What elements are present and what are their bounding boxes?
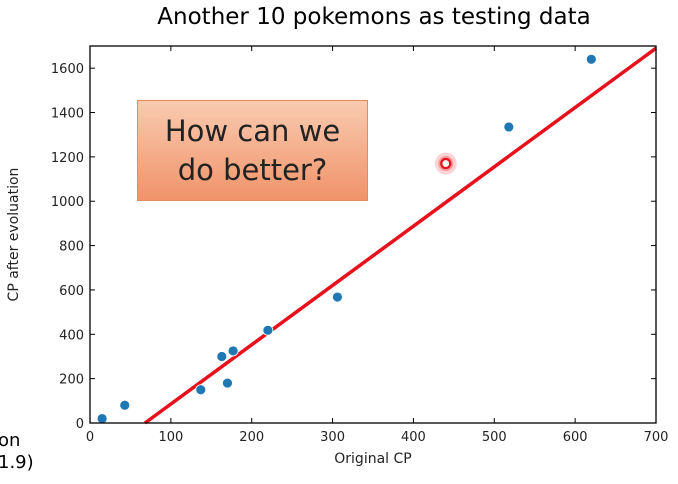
data-point [222,377,233,389]
data-point [195,384,207,396]
y-tick-label: 1200 [51,151,84,166]
x-tick-label: 300 [320,430,345,445]
y-tick-label: 0 [76,417,84,432]
callout-line-2: do better? [177,152,328,187]
data-point [96,413,108,424]
y-tick-label: 400 [59,328,84,343]
callout-box: How can we do better? [137,100,368,201]
y-tick-label: 1400 [51,107,84,122]
x-tick-label: 0 [86,430,94,445]
y-tick-label: 200 [59,373,84,388]
callout-text: How can we do better? [165,112,340,189]
fragment-line-2: 1.9) [0,452,34,473]
highlight-point [434,152,457,175]
x-tick-label: 700 [644,430,669,445]
x-tick-label: 500 [482,430,507,445]
x-tick-label: 400 [401,430,426,445]
callout-line-1: How can we [164,114,341,149]
data-point [585,53,597,65]
plot-frame [89,45,657,424]
data-point [227,345,239,357]
chart-title: Another 10 pokemons as testing data [157,4,591,30]
fit-line [143,46,658,425]
y-tick-label: 1000 [51,195,84,210]
data-points [96,53,597,424]
y-axis-label: CP after evoluation [6,168,22,302]
fragment-line-1: on [0,430,21,451]
x-tick-label: 100 [158,430,183,445]
x-axis-label: Original CP [334,451,411,467]
y-tick-label: 1600 [51,62,84,77]
data-point [119,399,131,411]
data-point [216,351,228,362]
axis-ticks: 0 100 200 300 400 500 600 700 0 200 400 600 800 1000 1… [51,46,669,445]
y-tick-label: 800 [59,240,84,255]
x-tick-label: 600 [563,430,588,445]
y-tick-label: 600 [59,284,84,299]
cropped-text-fragment: on 1.9) [0,430,34,474]
data-point [332,291,343,303]
highlight-marker [440,157,452,170]
data-point [262,324,274,336]
x-tick-label: 200 [239,430,264,445]
data-point [503,121,515,133]
